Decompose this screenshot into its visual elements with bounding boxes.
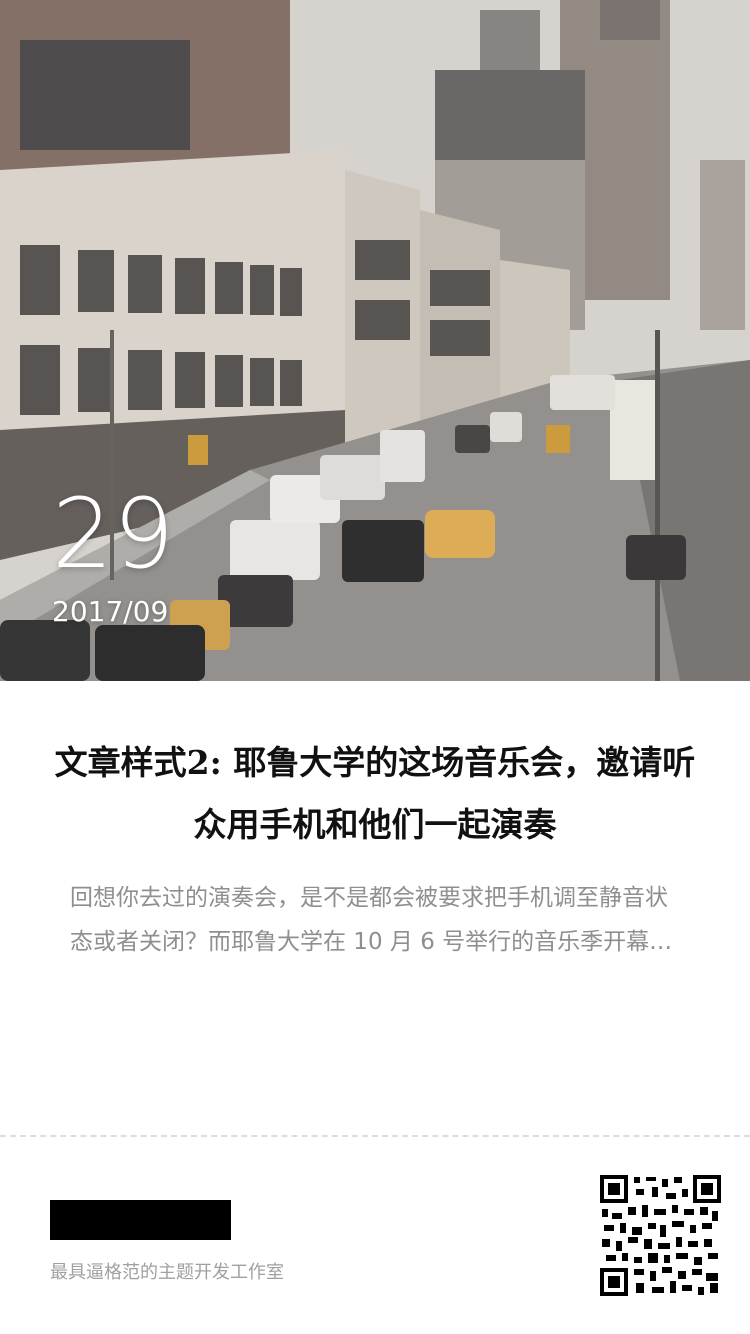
qr-code-icon xyxy=(600,1175,721,1296)
city-street-illustration xyxy=(0,0,750,681)
article-title[interactable]: 文章样式2: 耶鲁大学的这场音乐会，邀请听众用手机和他们一起演奏 xyxy=(54,743,696,844)
qr-code-graphic xyxy=(600,1175,721,1296)
date-year-month: 2017/09 xyxy=(52,595,169,628)
date-day: 29 xyxy=(52,478,175,590)
dashed-divider xyxy=(0,1135,750,1137)
hero-image: 29 2017/09 xyxy=(0,0,750,681)
brand-tagline: 最具逼格范的主题开发工作室 xyxy=(50,1262,284,1283)
brand-logo xyxy=(50,1200,231,1240)
article-excerpt: 回想你去过的演奏会，是不是都会被要求把手机调至静音状态或者关闭？而耶鲁大学在 1… xyxy=(70,885,673,955)
